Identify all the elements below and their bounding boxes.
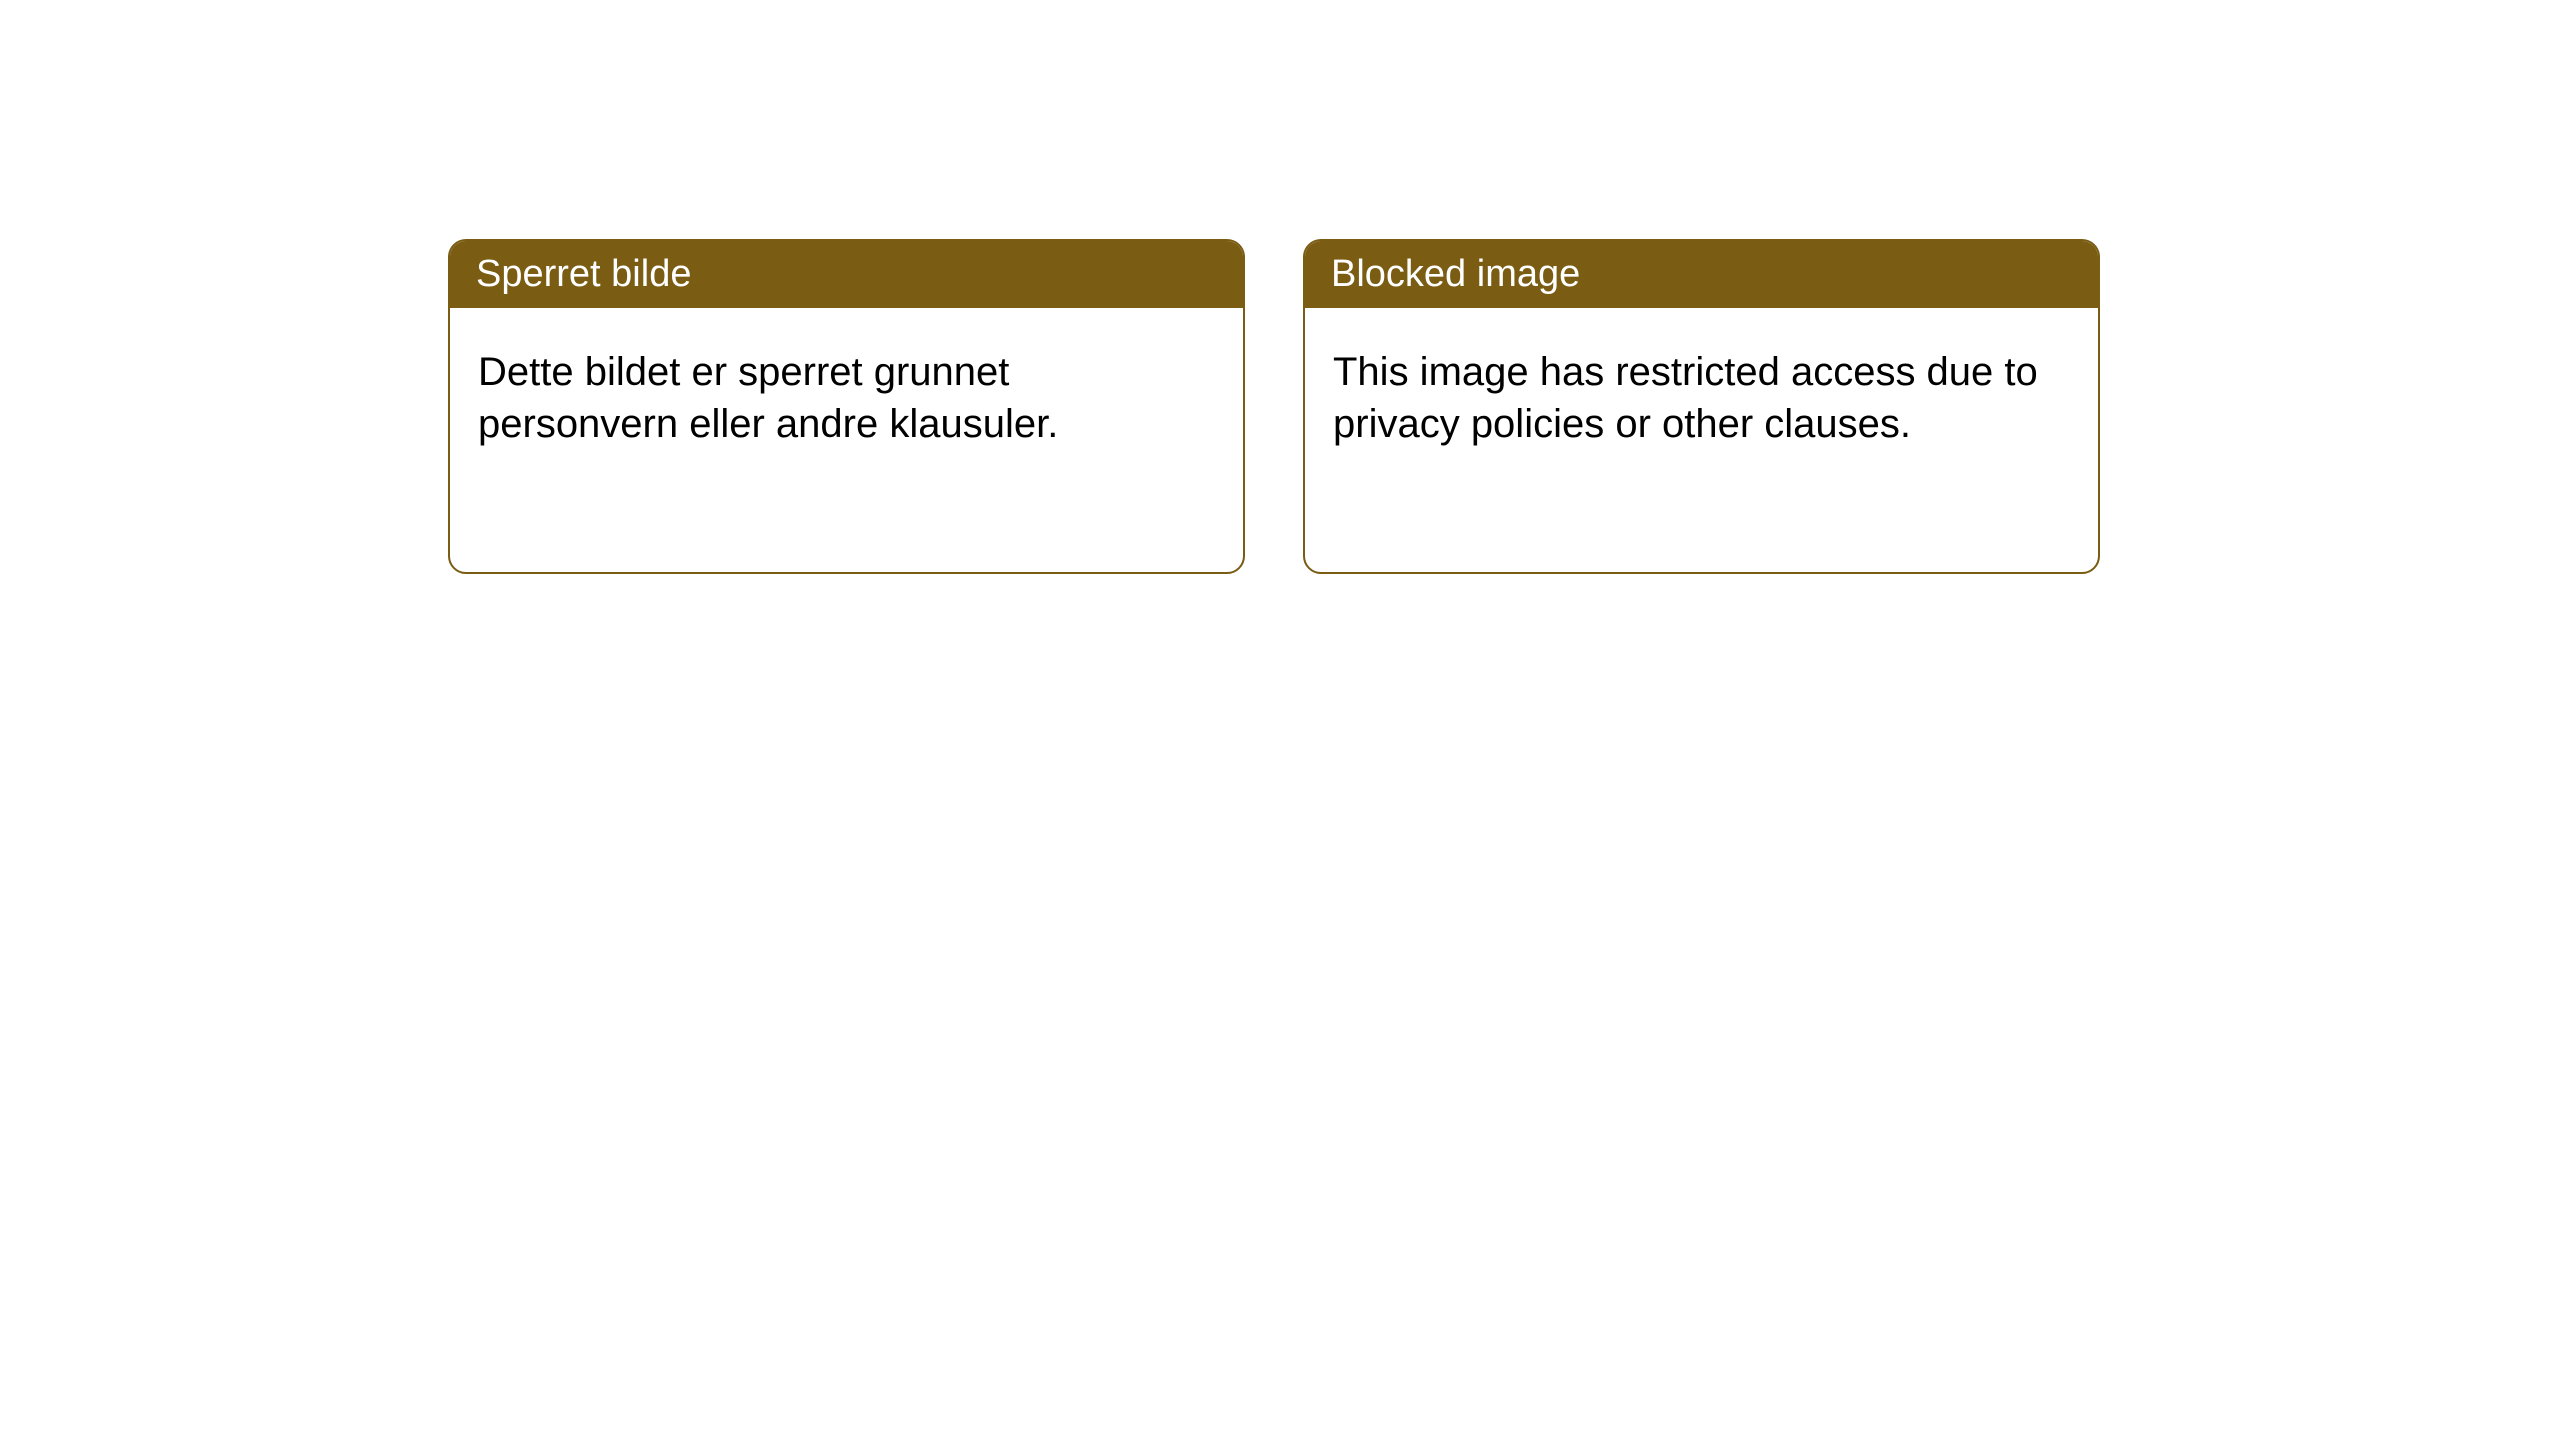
card-body-norwegian: Dette bildet er sperret grunnet personve…	[450, 308, 1243, 488]
card-header-norwegian: Sperret bilde	[450, 241, 1243, 308]
notice-container: Sperret bilde Dette bildet er sperret gr…	[448, 239, 2100, 574]
card-header-english: Blocked image	[1305, 241, 2098, 308]
card-body-english: This image has restricted access due to …	[1305, 308, 2098, 488]
notice-card-norwegian: Sperret bilde Dette bildet er sperret gr…	[448, 239, 1245, 574]
notice-card-english: Blocked image This image has restricted …	[1303, 239, 2100, 574]
